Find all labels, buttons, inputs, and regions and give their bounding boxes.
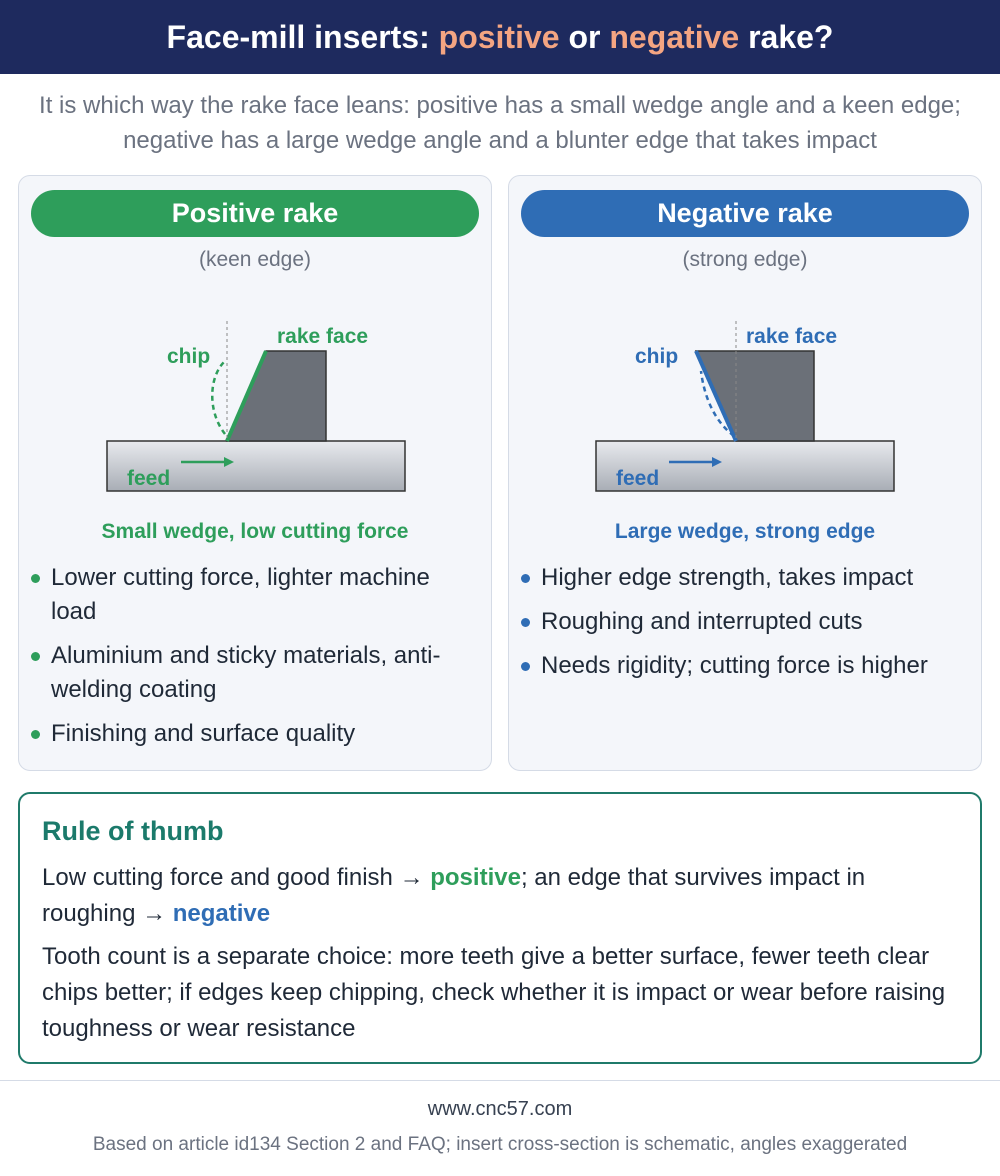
panel: Positive rake (keen edge) chip rake face… [18,175,492,771]
text: ; an edge that survives impact in roughi… [42,864,866,927]
label: rake face [746,325,837,348]
label: rake face [277,325,368,348]
label: chip [635,345,678,368]
title: positive [438,19,560,55]
divider [0,1080,1000,1081]
bullet: Higher edge strength, takes impact [519,561,969,595]
bullets: Lower cutting force, lighter machine loa… [29,561,479,761]
title: rake? [739,19,834,55]
title: negative [609,19,740,55]
footer-site: www.cnc57.com [427,1098,573,1120]
bullet: Needs rigidity; cutting force is higher [519,649,969,683]
text: negative [172,900,271,927]
label: feed [616,467,659,490]
label: chip [167,345,210,368]
subtitle: It is which way the rake face leans: pos… [39,92,961,154]
bullet: Finishing and surface quality [29,717,479,751]
bullets: Higher edge strength, takes impact Rough… [519,561,969,693]
header: Face-mill inserts: positive or negative … [0,0,1000,74]
rule-line: Low cutting force and good finish → posi… [42,860,952,932]
caption: Large wedge, strong edge [614,520,876,543]
panel-note: (keen edge) [198,248,312,271]
rule-title: Rule of thumb [42,816,224,846]
diagram: chip rake face feed [106,321,406,492]
rule-box: Rule of thumb Low cutting force and good… [18,792,982,1064]
panel-title: Negative rake [521,190,969,237]
bullet: Aluminium and sticky materials, anti-wel… [29,639,479,707]
bullet: Roughing and interrupted cuts [519,605,969,639]
panel-title: Positive rake [31,190,479,237]
rule-line: Tooth count is a separate choice: more t… [42,943,946,1042]
panel-note: (strong edge) [682,248,808,271]
title: or [559,19,610,55]
footer-note: Based on article id134 Section 2 and FAQ… [92,1134,908,1155]
bullet: Lower cutting force, lighter machine loa… [29,561,479,629]
diagram: chip rake face feed [595,321,895,492]
panel: Negative rake (strong edge) chip rake fa… [508,175,982,771]
text: Low cutting force and good finish → [42,864,431,891]
title: Face-mill inserts: [166,19,439,55]
caption: Small wedge, low cutting force [101,520,409,543]
text: positive [430,864,521,891]
label: feed [127,467,170,490]
